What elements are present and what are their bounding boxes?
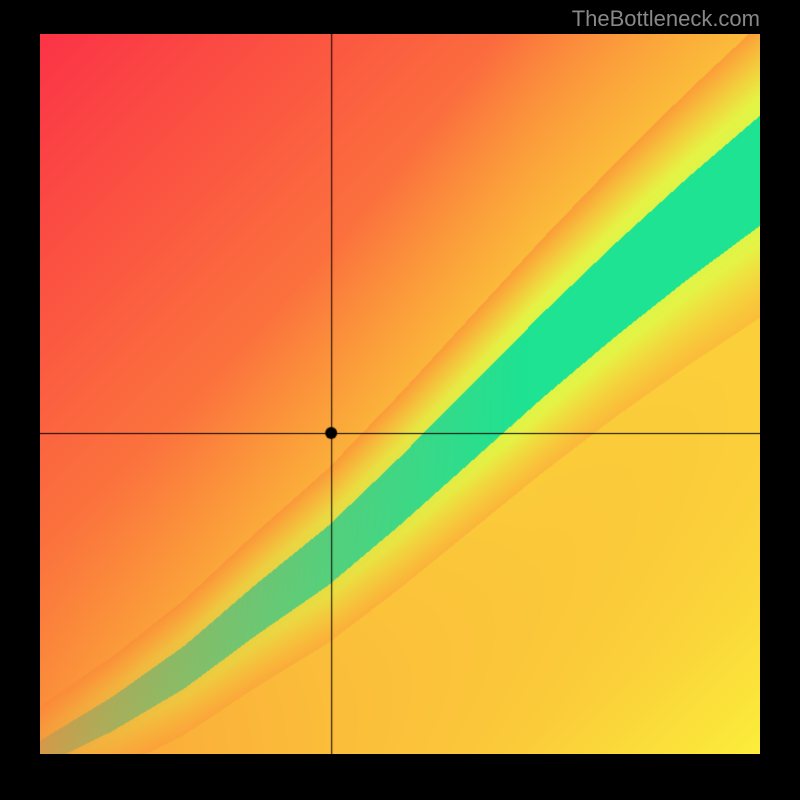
attribution-text: TheBottleneck.com: [572, 6, 760, 32]
heatmap-chart: [40, 34, 760, 754]
heatmap-canvas: [40, 34, 760, 754]
chart-container: TheBottleneck.com: [0, 0, 800, 800]
